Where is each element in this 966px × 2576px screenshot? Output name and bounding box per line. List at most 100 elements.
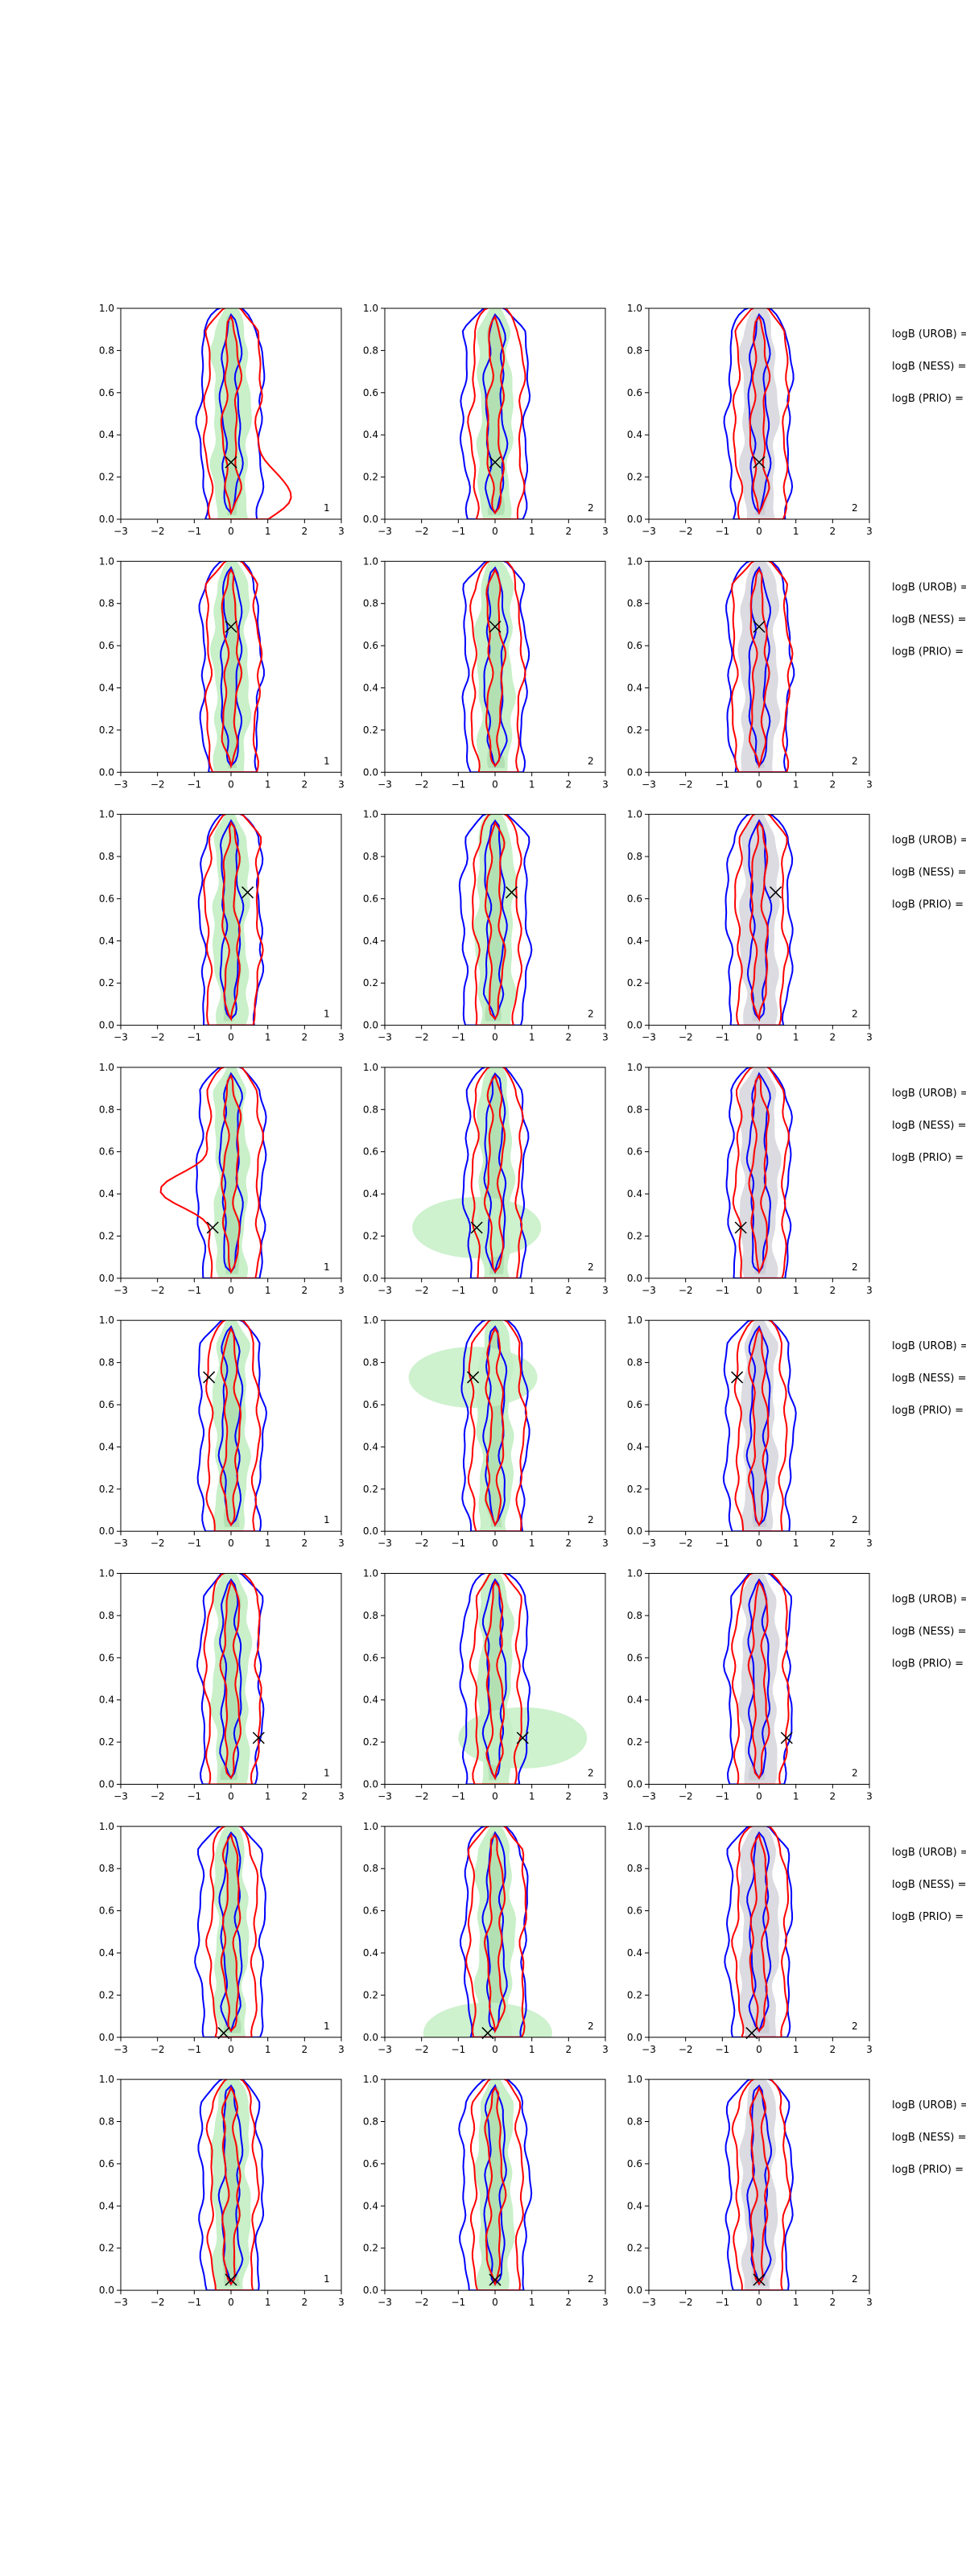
panel-plot-area xyxy=(458,2079,533,2291)
marker-stroke xyxy=(225,456,237,469)
x-tick-label: 0 xyxy=(756,526,762,537)
x-tick-label: 1 xyxy=(793,1791,799,1802)
panel-r7-c1: −3 −2 −1 0 1 2 3 0.0 0.2 0.4 0.6 0.8 1.0 1 xyxy=(99,1821,345,2055)
y-tick-label: 0.0 xyxy=(99,766,114,778)
panel-plot-area xyxy=(723,1573,793,1785)
legend-label: logB (PRIO) = xyxy=(892,899,964,911)
true-value-marker xyxy=(753,2273,766,2286)
contour-red-outer xyxy=(204,561,263,773)
panel-r6-c1: −3 −2 −1 0 1 2 3 0.0 0.2 0.4 0.6 0.8 1.0 1 xyxy=(99,1568,345,1802)
contour-blue-inner xyxy=(746,2084,773,2286)
contour-blue-inner xyxy=(746,1831,772,2033)
y-tick-label: 1.0 xyxy=(99,2074,114,2085)
y-tick-label: 0.4 xyxy=(99,1441,114,1452)
y-tick-label: 0.8 xyxy=(99,2116,114,2128)
x-tick-label: 2 xyxy=(566,1285,572,1296)
x-tick-label: 3 xyxy=(338,1032,345,1043)
x-tick-label: 1 xyxy=(793,1538,799,1549)
x-tick-label: 0 xyxy=(492,778,498,790)
contour-red-inner xyxy=(483,1074,506,1274)
y-tick-label: 1.0 xyxy=(627,1568,642,1579)
x-tick-label: −1 xyxy=(451,1791,465,1802)
legend-label: logB (PRIO) = xyxy=(892,1658,964,1670)
x-tick-label: −3 xyxy=(378,1285,392,1296)
contour-blue-outer xyxy=(722,1320,797,1532)
density-fill-inner xyxy=(220,565,243,769)
y-tick-label: 0.2 xyxy=(363,1231,378,1242)
x-tick-label: 1 xyxy=(265,1791,271,1802)
y-tick-label: 0.4 xyxy=(363,935,378,947)
true-value-marker xyxy=(481,2027,494,2040)
panel-label: 1 xyxy=(324,755,330,766)
x-tick-label: 3 xyxy=(866,1285,873,1296)
y-tick-label: 0.0 xyxy=(363,2285,378,2296)
y-tick-label: 0.0 xyxy=(99,1020,114,1031)
x-tick-label: 3 xyxy=(602,1285,609,1296)
x-tick-label: −2 xyxy=(415,2044,429,2055)
panel-label: 1 xyxy=(324,1768,330,1779)
x-tick-label: −2 xyxy=(415,778,429,790)
contour-blue-outer xyxy=(724,2079,795,2291)
contour-red-inner xyxy=(220,315,243,516)
contour-red-outer xyxy=(205,1320,262,1532)
density-fill-offset-blob xyxy=(423,2002,552,2037)
panel-plot-area xyxy=(159,1067,267,1278)
y-tick-label: 0.0 xyxy=(627,1273,642,1284)
y-tick-label: 0.8 xyxy=(99,1610,114,1621)
y-tick-label: 0.2 xyxy=(627,2243,642,2254)
x-tick-label: −2 xyxy=(679,1791,693,1802)
x-tick-label: −3 xyxy=(642,526,656,537)
legend-label: logB (PRIO) = xyxy=(892,1911,964,1923)
contour-blue-inner xyxy=(217,1325,244,1526)
x-tick-label: 1 xyxy=(793,2297,799,2308)
true-value-marker xyxy=(242,886,254,899)
marker-stroke xyxy=(734,1221,747,1234)
contour-blue-outer xyxy=(196,1320,268,1532)
x-tick-label: 1 xyxy=(265,1538,271,1549)
y-tick-label: 0.0 xyxy=(363,1525,378,1537)
x-tick-label: 2 xyxy=(566,1538,572,1549)
x-tick-label: 1 xyxy=(529,1032,535,1043)
x-tick-label: −1 xyxy=(715,1285,729,1296)
y-tick-label: 0.2 xyxy=(363,472,378,483)
y-tick-label: 0.2 xyxy=(363,977,378,989)
y-tick-label: 0.0 xyxy=(99,2032,114,2043)
x-tick-label: 3 xyxy=(866,526,873,537)
x-tick-label: 1 xyxy=(529,526,535,537)
x-tick-label: 2 xyxy=(566,526,572,537)
y-tick-label: 0.2 xyxy=(363,1736,378,1748)
x-tick-label: 2 xyxy=(566,2044,572,2055)
contour-red-inner xyxy=(221,820,241,1022)
legend-label: logB (NESS) = xyxy=(892,361,966,373)
x-tick-label: 0 xyxy=(756,1032,762,1043)
x-tick-label: 3 xyxy=(866,2044,873,2055)
contour-red-inner xyxy=(485,568,507,768)
x-tick-label: −3 xyxy=(642,778,656,790)
x-tick-label: −1 xyxy=(187,2297,201,2308)
density-fill-inner xyxy=(749,565,771,769)
contour-blue-inner xyxy=(483,566,509,768)
x-tick-label: 0 xyxy=(756,1791,762,1802)
x-tick-label: 3 xyxy=(866,778,873,790)
x-tick-label: 3 xyxy=(338,2297,345,2308)
x-tick-label: 3 xyxy=(602,1538,609,1549)
x-tick-label: −1 xyxy=(187,526,201,537)
contour-red-outer xyxy=(731,2079,791,2291)
y-tick-label: 1.0 xyxy=(627,1821,642,1832)
panel-plot-area xyxy=(458,1573,588,1785)
contour-red-outer xyxy=(467,1320,527,1532)
x-tick-label: 0 xyxy=(228,1032,234,1043)
contour-blue-inner xyxy=(218,1831,243,2033)
true-value-marker xyxy=(753,456,766,469)
y-tick-label: 0.8 xyxy=(99,1863,114,1874)
x-tick-label: 3 xyxy=(338,1285,345,1296)
contour-red-outer xyxy=(732,1067,790,1278)
x-tick-label: −1 xyxy=(187,2044,201,2055)
y-tick-label: 0.6 xyxy=(363,1399,378,1410)
contour-blue-inner xyxy=(483,2083,507,2285)
x-tick-label: −1 xyxy=(187,1285,201,1296)
y-tick-label: 0.0 xyxy=(99,1273,114,1284)
y-tick-label: 0.0 xyxy=(99,1779,114,1790)
x-tick-label: 1 xyxy=(529,1285,535,1296)
legend-label: logB (UROB) = xyxy=(892,2099,966,2112)
